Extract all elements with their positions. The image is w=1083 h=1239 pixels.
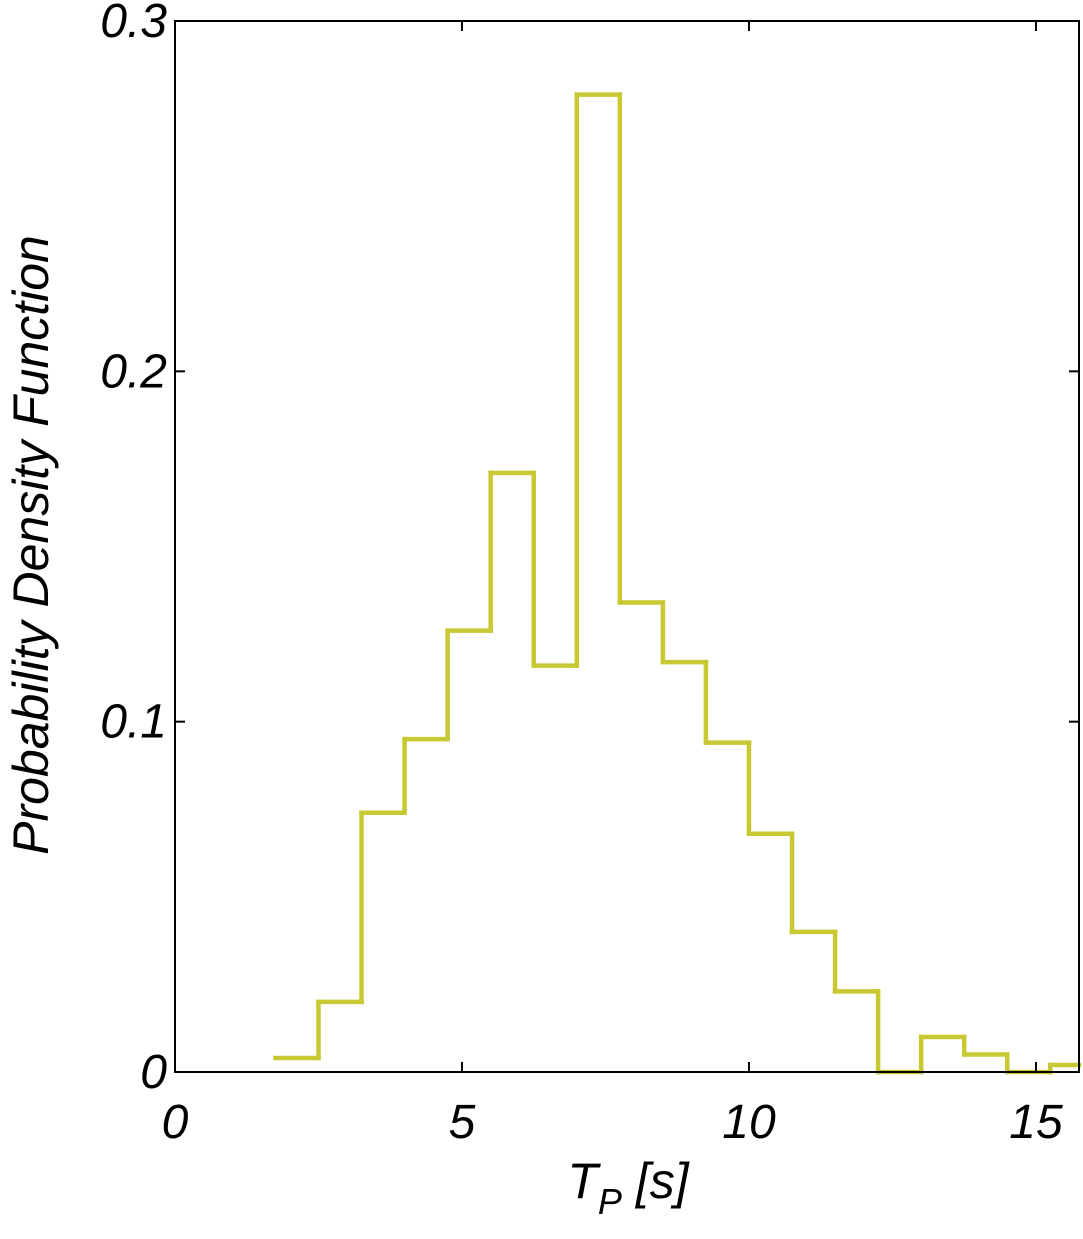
axes-layer: 0 5 10 15 0 0.1 0.2 0.3 — [100, 0, 1080, 1149]
x-tick-label-0: 0 — [162, 1096, 189, 1149]
x-axis-label: TP [s] — [567, 1153, 689, 1222]
plot-layer — [273, 92, 1082, 1075]
label-layer: Probability Density Function TP [s] — [3, 235, 690, 1222]
x-axis-label-main: T — [567, 1153, 601, 1209]
axes-box — [174, 20, 1080, 1073]
y-tick-label-2: 0.2 — [100, 345, 167, 398]
y-tick-label-0: 0 — [140, 1046, 167, 1099]
x-axis-label-unit: [s] — [622, 1153, 690, 1209]
x-tick-label-3: 15 — [1009, 1096, 1063, 1149]
x-axis-label-subscript: P — [598, 1181, 622, 1222]
x-tick-label-1: 5 — [449, 1096, 476, 1149]
y-tick-label-3: 0.3 — [100, 0, 167, 48]
x-tick-label-2: 10 — [722, 1096, 776, 1149]
y-axis-label: Probability Density Function — [3, 235, 59, 855]
y-tick-label-1: 0.1 — [100, 696, 167, 749]
